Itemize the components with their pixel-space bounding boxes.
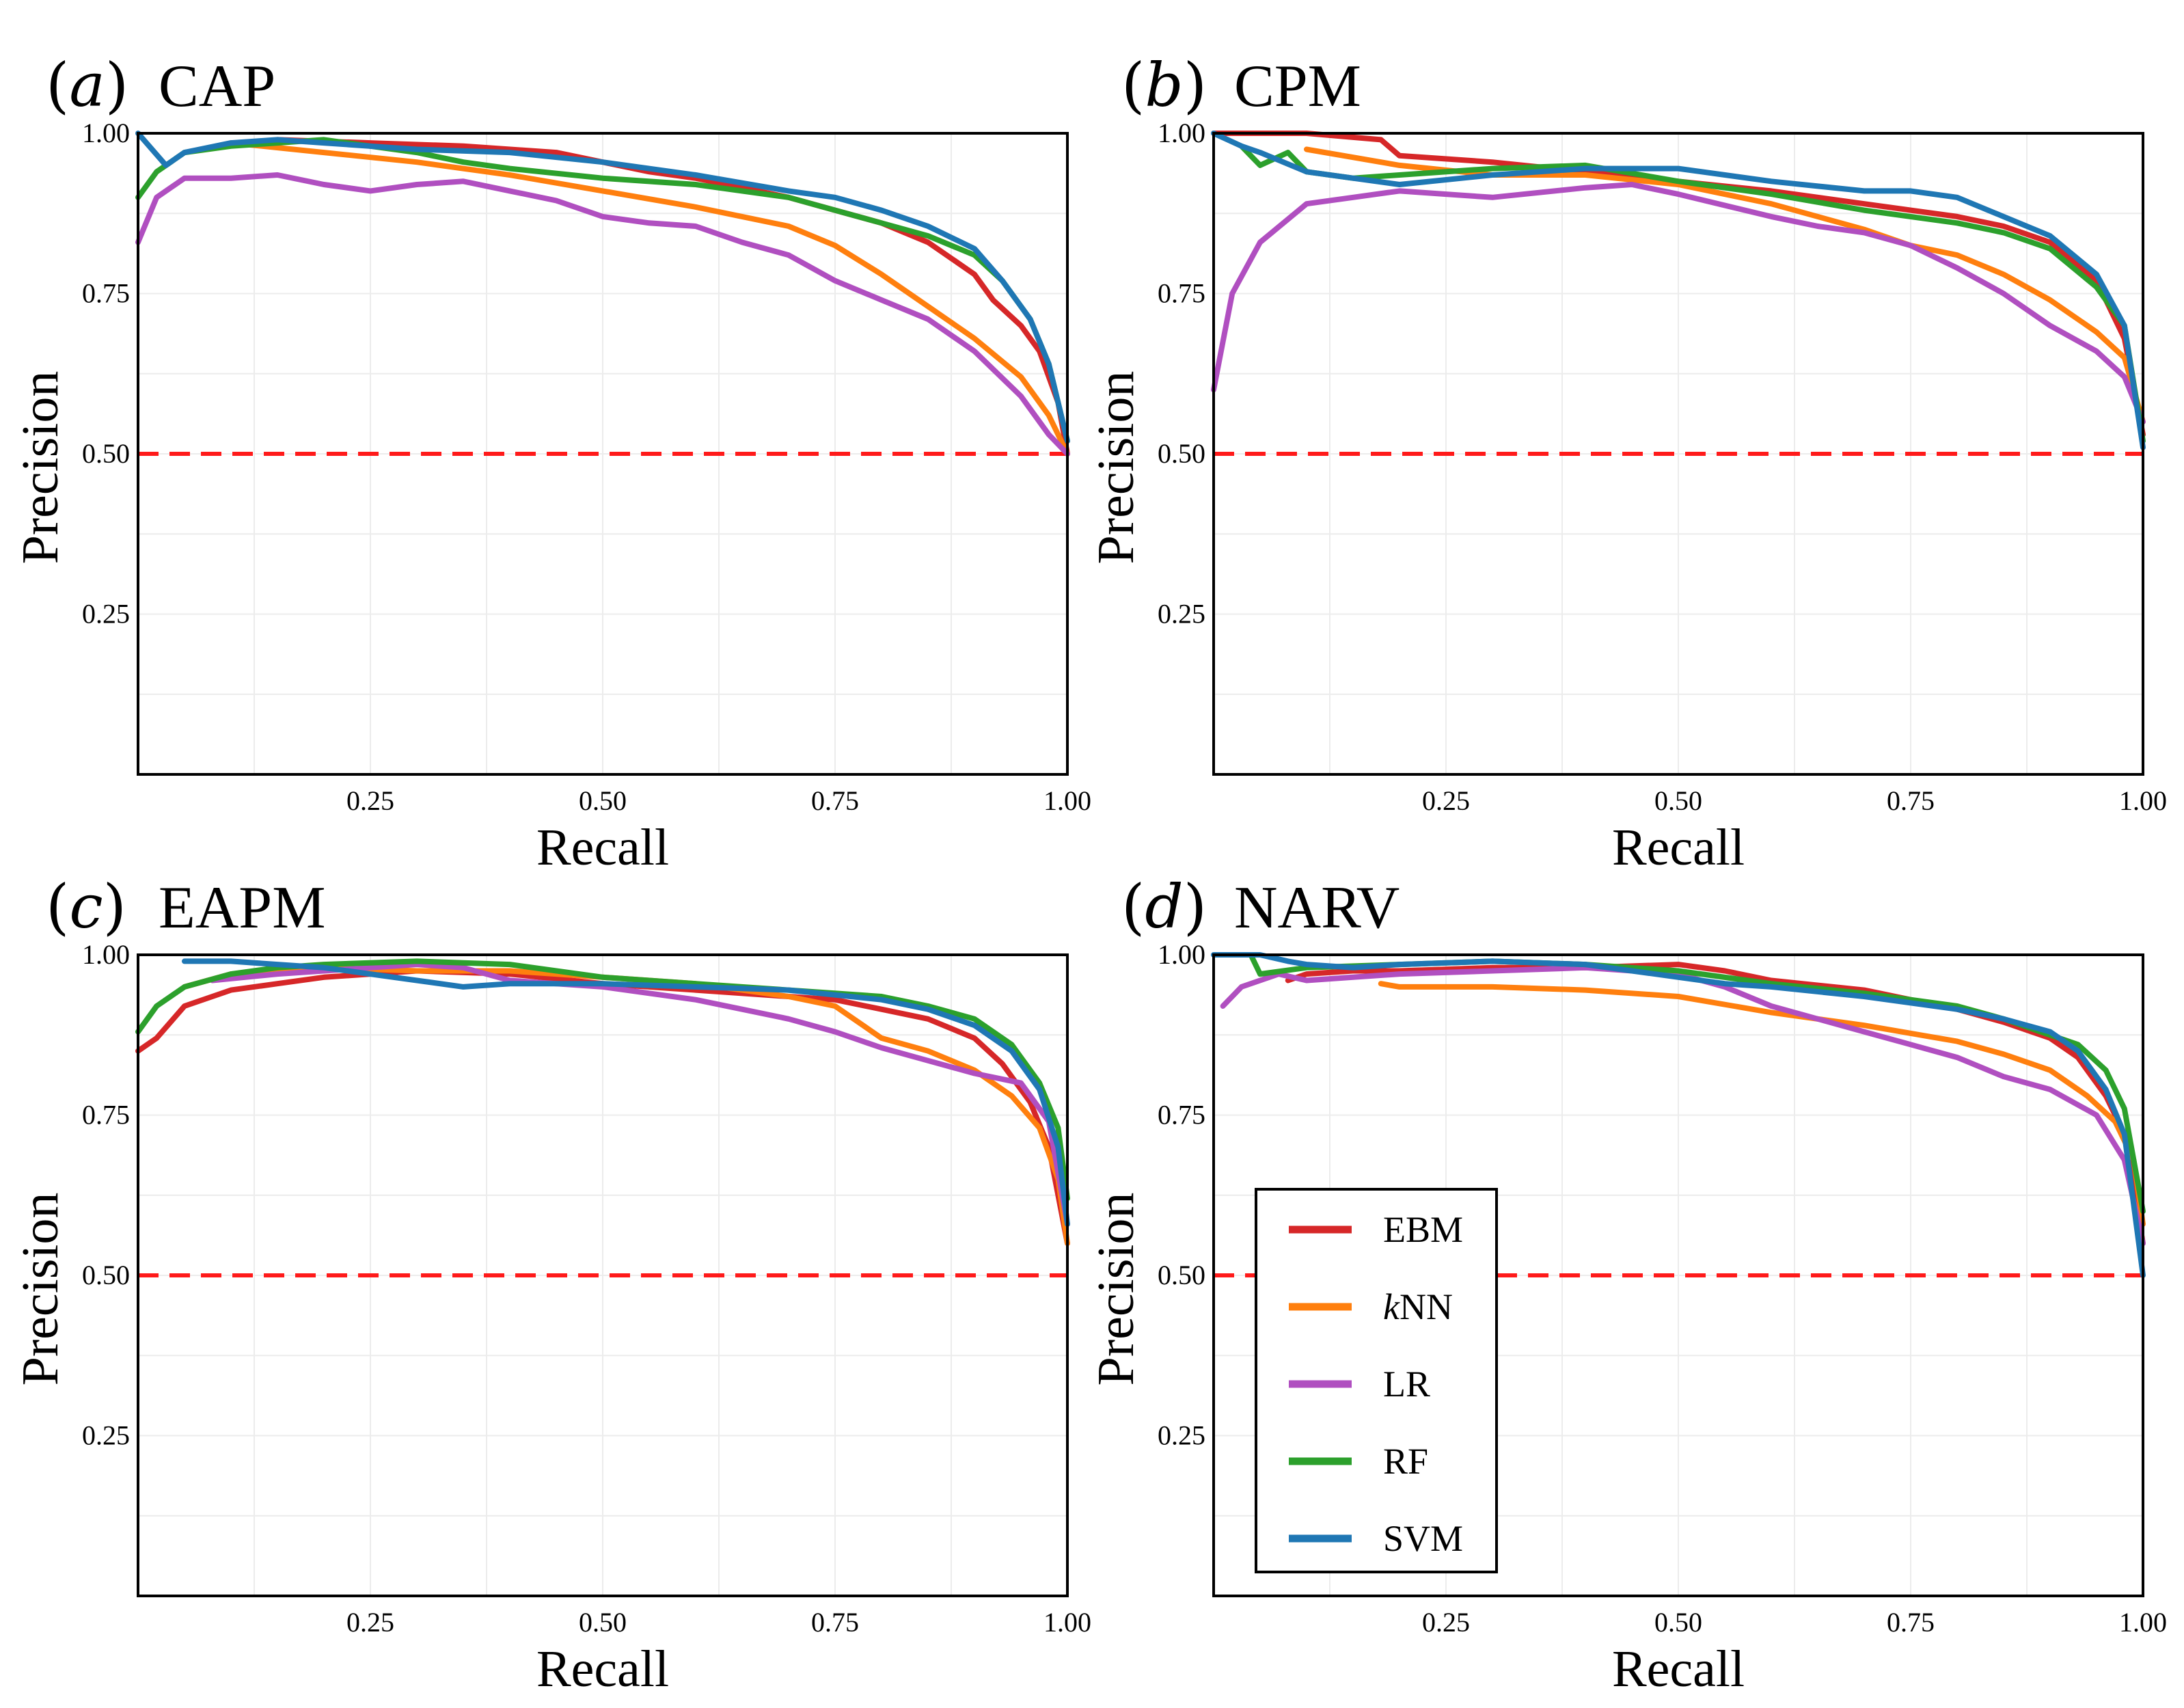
- panel-d: 0.25 0.50 0.75 1.00 0.25 0.50 0.75 1.00 Recall Pr…: [1087, 871, 2167, 1698]
- y-tick-label: 0.50: [1158, 1260, 1205, 1290]
- pr-curve-lr: [1211, 182, 2146, 425]
- y-tick-label: 0.25: [1158, 599, 1205, 629]
- pr-curve-ebm: [1211, 131, 2146, 437]
- x-tick-label: 0.75: [811, 785, 859, 816]
- y-tick-label: 0.25: [1158, 1420, 1205, 1451]
- y-tick-label: 0.50: [1158, 438, 1205, 469]
- plot-frame: [1212, 132, 2144, 776]
- y-tick-label: 1.00: [82, 939, 130, 970]
- y-tick-label: 0.50: [82, 1260, 130, 1290]
- panel-c: 0.25 0.50 0.75 1.00 0.25 0.50 0.75 1.00 Recall Pr…: [12, 871, 1091, 1698]
- panel-title: NARV: [1234, 875, 1400, 941]
- pr-curve-rf: [1248, 952, 2146, 1215]
- y-tick-label: 1.00: [1158, 118, 1205, 148]
- y-axis-label: Precision: [12, 371, 69, 565]
- x-tick-label: 0.50: [1654, 1607, 1702, 1638]
- panel-heading: (a): [46, 50, 128, 120]
- y-tick-label: 1.00: [1158, 939, 1205, 970]
- legend: EBM kNN LR RF SVM: [1255, 1188, 1498, 1573]
- gridlines: [1214, 133, 2143, 774]
- legend-item-ebm: EBM: [1289, 1209, 1463, 1250]
- legend-label: kNN: [1383, 1286, 1453, 1327]
- x-axis-label: Recall: [536, 1640, 669, 1698]
- legend-item-lr: LR: [1289, 1364, 1430, 1405]
- pr-curve-knn: [1378, 981, 2146, 1227]
- x-tick-label: 1.00: [1043, 785, 1091, 816]
- pr-curve-ebm: [1285, 962, 2146, 1247]
- panel-title: CAP: [159, 53, 275, 120]
- x-tick-label: 0.75: [1887, 1607, 1935, 1638]
- pr-curve-lr: [1220, 964, 2146, 1247]
- y-tick-label: 0.50: [82, 438, 130, 469]
- y-axis-label: Precision: [1087, 1193, 1145, 1386]
- pr-curve-lr: [135, 172, 1070, 457]
- pr-curve-ebm: [135, 968, 1070, 1247]
- panel-a: 0.25 0.50 0.75 1.00 0.25 0.50 0.75 1.00 Recall Pr…: [12, 50, 1091, 876]
- x-tick-label: 1.00: [2119, 785, 2167, 816]
- panel-title: CPM: [1234, 53, 1361, 120]
- x-tick-label: 0.25: [1422, 785, 1470, 816]
- x-tick-label: 0.25: [346, 1607, 394, 1638]
- x-tick-label: 0.50: [1654, 785, 1702, 816]
- x-tick-label: 0.50: [579, 785, 627, 816]
- x-axis-label: Recall: [536, 819, 669, 876]
- y-tick-label: 0.25: [82, 1420, 130, 1451]
- x-tick-label: 0.50: [579, 1607, 627, 1638]
- panel-title: EAPM: [159, 875, 326, 941]
- x-axis-label: Recall: [1612, 819, 1745, 876]
- panel-heading: (b): [1121, 50, 1207, 120]
- y-tick-label: 0.25: [82, 599, 130, 629]
- plot-frame: [137, 132, 1069, 776]
- legend-label: LR: [1383, 1364, 1430, 1405]
- panel-heading: (d): [1121, 871, 1207, 942]
- x-axis-label: Recall: [1612, 1640, 1745, 1698]
- y-tick-label: 0.75: [1158, 278, 1205, 309]
- pr-curve-lr: [209, 962, 1070, 1227]
- pr-curve-svm: [1211, 952, 2146, 1278]
- legend-label: EBM: [1383, 1209, 1463, 1250]
- y-tick-label: 0.75: [1158, 1100, 1205, 1130]
- y-tick-label: 0.75: [82, 278, 130, 309]
- y-tick-label: 0.75: [82, 1100, 130, 1130]
- pr-curve-rf: [1238, 143, 2146, 444]
- panel-b: 0.25 0.50 0.75 1.00 0.25 0.50 0.75 1.00 Recall Pr…: [1087, 50, 2167, 876]
- panel-heading: (c): [46, 871, 126, 942]
- x-tick-label: 0.75: [811, 1607, 859, 1638]
- x-tick-label: 0.25: [346, 785, 394, 816]
- y-tick-label: 1.00: [82, 118, 130, 148]
- x-tick-label: 1.00: [1043, 1607, 1091, 1638]
- legend-item-knn: kNN: [1289, 1286, 1453, 1327]
- legend-item-svm: SVM: [1289, 1518, 1463, 1559]
- legend-label: SVM: [1383, 1518, 1463, 1559]
- legend-label: RF: [1383, 1441, 1428, 1482]
- y-axis-label: Precision: [12, 1193, 69, 1386]
- x-tick-label: 0.75: [1887, 785, 1935, 816]
- pr-curve-svm: [135, 131, 1070, 444]
- pr-curve-rf: [135, 958, 1070, 1202]
- plot-frame: [137, 953, 1069, 1597]
- legend-item-rf: RF: [1289, 1441, 1428, 1482]
- pr-curve-knn: [228, 140, 1070, 457]
- x-tick-label: 0.25: [1422, 1607, 1470, 1638]
- plot-frame: [1212, 953, 2144, 1597]
- x-tick-label: 1.00: [2119, 1607, 2167, 1638]
- pr-curve-svm: [1211, 131, 2146, 450]
- y-axis-label: Precision: [1087, 371, 1145, 565]
- legend-box: [1255, 1188, 1498, 1573]
- pr-curve-svm: [182, 958, 1070, 1227]
